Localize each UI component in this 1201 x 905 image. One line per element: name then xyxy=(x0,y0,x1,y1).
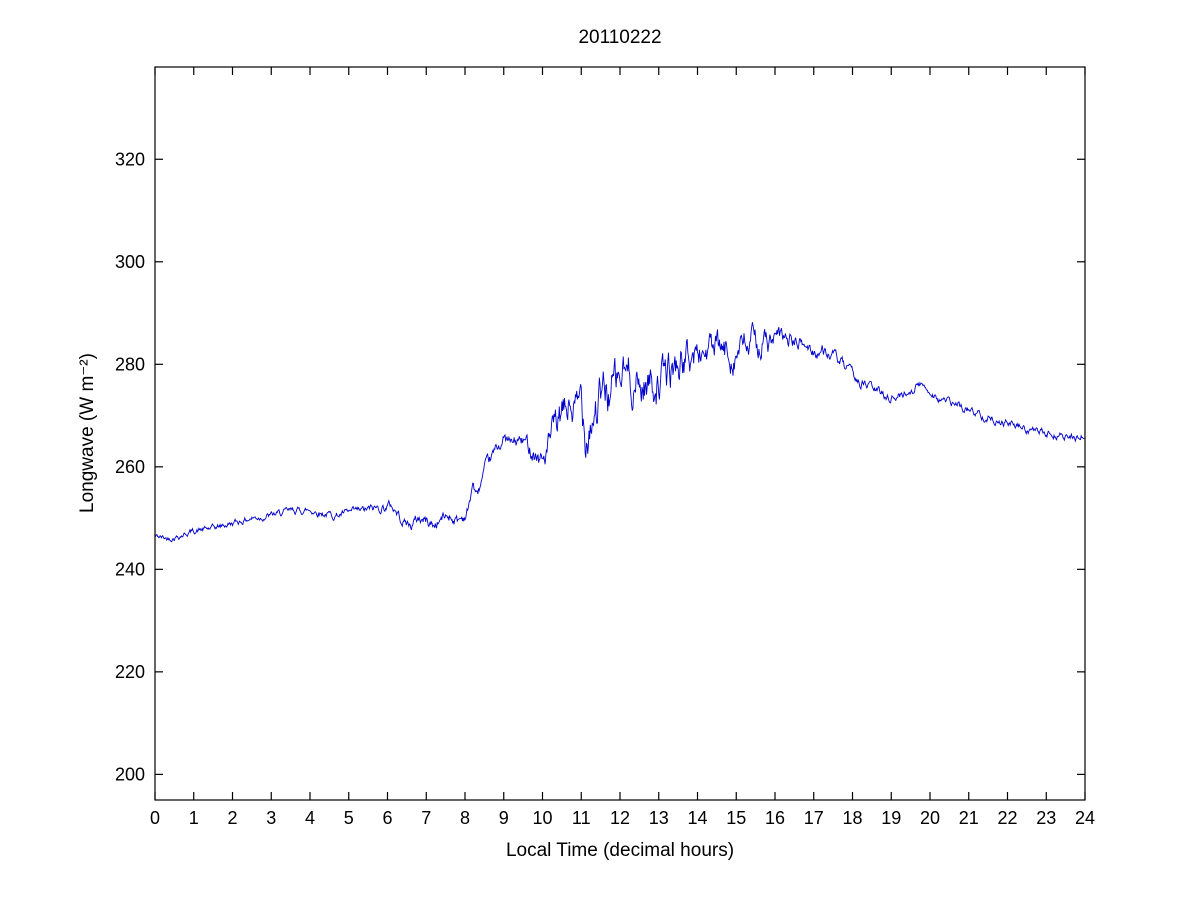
y-tick-label: 320 xyxy=(115,149,145,169)
y-tick-label: 260 xyxy=(115,457,145,477)
chart-title: 20110222 xyxy=(578,27,661,48)
x-tick-label: 6 xyxy=(382,808,392,828)
y-tick-label: 200 xyxy=(115,764,145,784)
x-tick-label: 13 xyxy=(649,808,669,828)
axis-ticks xyxy=(154,67,1086,800)
axis-tick-labels: 0 1 2 3 4 5 6 7 8 9 10 11 12 13 14 15 16 17 18 19 20 21 22 23 24… xyxy=(115,149,1095,828)
x-tick-label: 19 xyxy=(881,808,901,828)
x-tick-label: 10 xyxy=(532,808,552,828)
x-tick-label: 7 xyxy=(421,808,431,828)
x-tick-label: 23 xyxy=(1036,808,1056,828)
x-axis-label: Local Time (decimal hours) xyxy=(506,840,734,861)
x-tick-label: 5 xyxy=(344,808,354,828)
x-tick-label: 21 xyxy=(959,808,979,828)
x-tick-label: 24 xyxy=(1075,808,1095,828)
plot-border xyxy=(154,66,1086,801)
x-tick-label: 20 xyxy=(920,808,940,828)
x-tick-label: 0 xyxy=(150,808,160,828)
x-tick-label: 17 xyxy=(804,808,824,828)
y-tick-label: 240 xyxy=(115,559,145,579)
y-tick-label: 280 xyxy=(115,354,145,374)
x-tick-label: 14 xyxy=(687,808,707,828)
y-axis-label: Longwave (W m⁻²) xyxy=(77,353,98,513)
x-tick-label: 18 xyxy=(842,808,862,828)
x-tick-label: 12 xyxy=(610,808,630,828)
x-tick-label: 16 xyxy=(765,808,785,828)
x-tick-label: 3 xyxy=(266,808,276,828)
x-tick-label: 9 xyxy=(499,808,509,828)
y-tick-label: 300 xyxy=(115,252,145,272)
x-tick-label: 1 xyxy=(189,808,199,828)
x-tick-label: 15 xyxy=(726,808,746,828)
data-series-line xyxy=(154,322,1085,543)
x-tick-label: 22 xyxy=(997,808,1017,828)
y-tick-label: 220 xyxy=(115,662,145,682)
x-tick-label: 4 xyxy=(305,808,315,828)
x-tick-label: 8 xyxy=(460,808,470,828)
x-tick-label: 11 xyxy=(572,808,591,828)
x-tick-label: 2 xyxy=(227,808,237,828)
